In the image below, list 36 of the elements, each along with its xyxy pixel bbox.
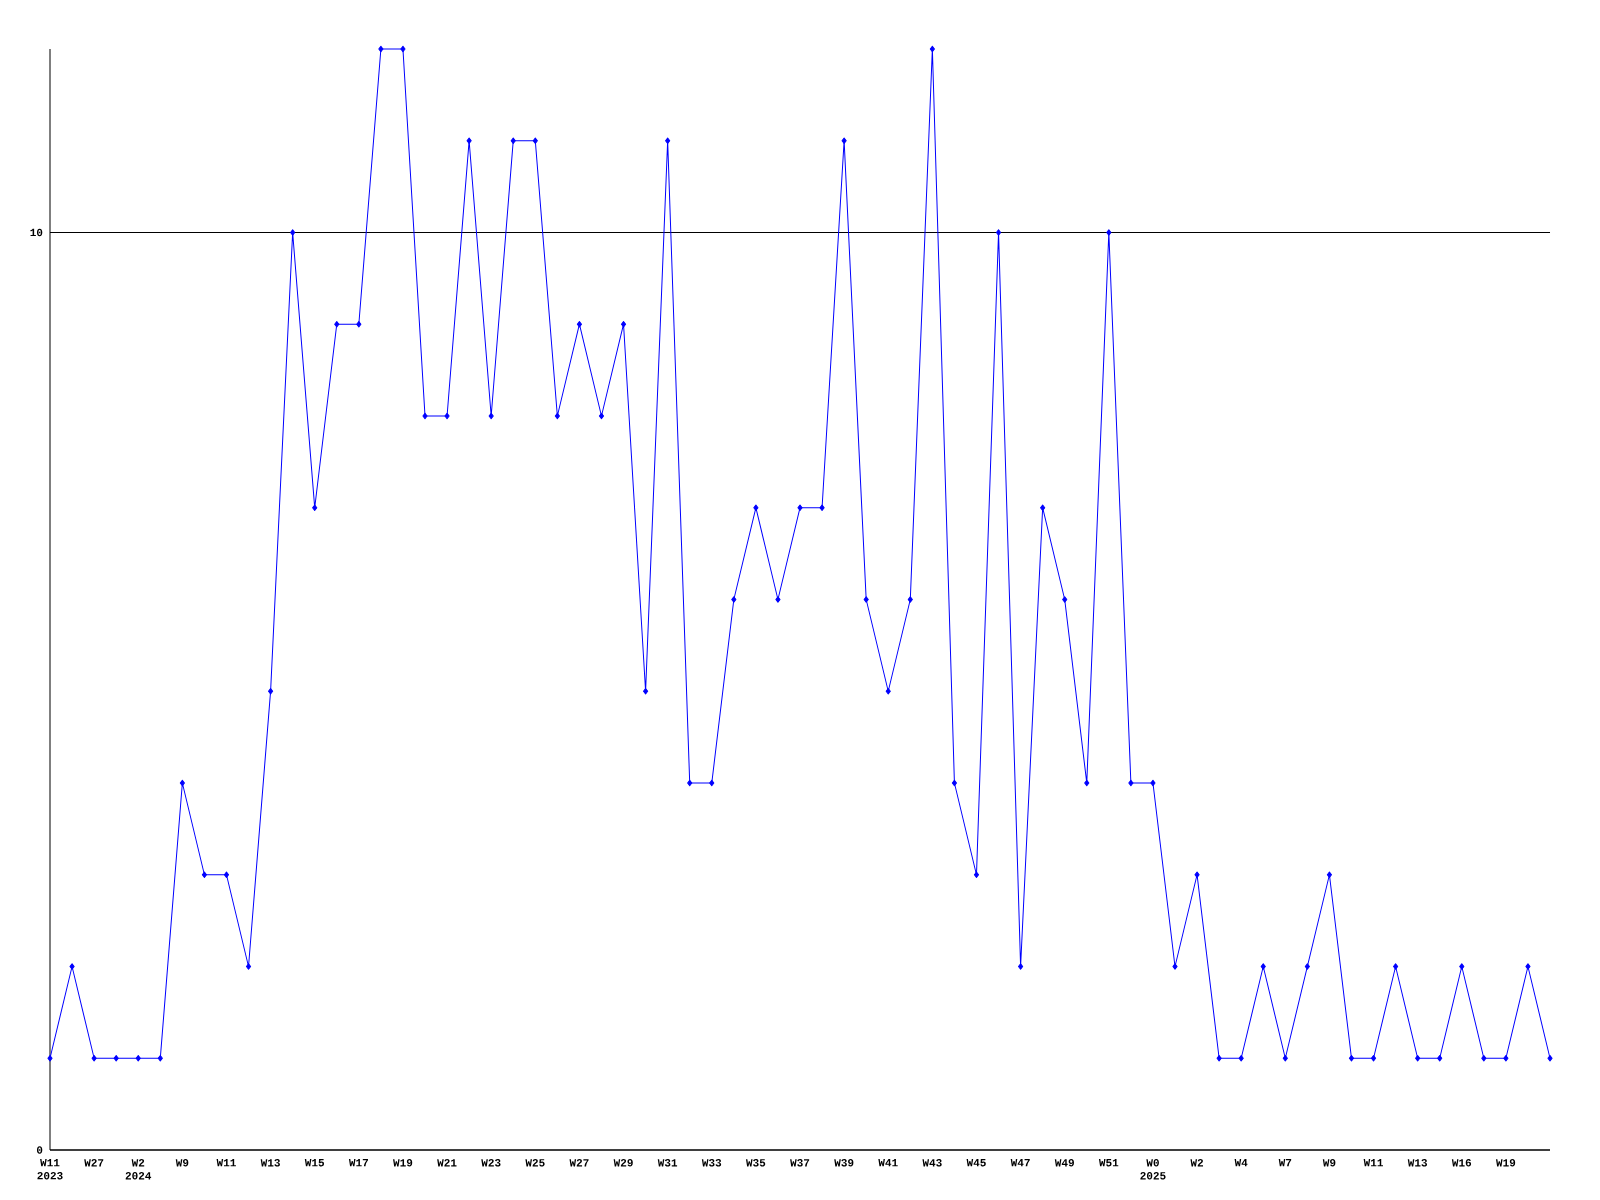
x-tick-label: W47 bbox=[1010, 1159, 1030, 1167]
x-tick-label: W23 bbox=[481, 1159, 501, 1167]
x-tick-label: W17 bbox=[348, 1159, 368, 1167]
x-tick-label: W0 2025 bbox=[1140, 1159, 1166, 1180]
x-tick-label: W13 bbox=[260, 1159, 280, 1167]
x-tick-label: W39 bbox=[834, 1159, 854, 1167]
x-tick-label: W11 bbox=[216, 1159, 236, 1167]
x-tick-label: W37 bbox=[790, 1159, 810, 1167]
x-tick-label: W2 bbox=[1190, 1159, 1204, 1167]
x-tick-label: W51 bbox=[1098, 1159, 1119, 1167]
y-tick-label: 0 bbox=[36, 1146, 43, 1154]
x-tick-label: W9 bbox=[1322, 1159, 1336, 1167]
x-tick-label: W35 bbox=[745, 1159, 766, 1167]
x-tick-label: W25 bbox=[525, 1159, 545, 1167]
x-tick-label: W27 bbox=[84, 1159, 104, 1167]
x-tick-label: W43 bbox=[922, 1159, 942, 1167]
x-tick-label: W9 bbox=[175, 1159, 189, 1167]
x-tick-label: W19 bbox=[1495, 1159, 1516, 1167]
x-tick-label: W27 bbox=[569, 1159, 589, 1167]
x-tick-label: W11 2023 bbox=[37, 1159, 63, 1180]
x-tick-label: W41 bbox=[878, 1159, 898, 1167]
x-tick-label: W33 bbox=[701, 1159, 722, 1167]
x-tick-label: W21 bbox=[437, 1159, 457, 1167]
x-tick-label: W11 bbox=[1363, 1159, 1383, 1167]
x-tick-label: W45 bbox=[966, 1159, 986, 1167]
x-tick-label: W7 bbox=[1278, 1159, 1292, 1167]
x-tick-label: W49 bbox=[1054, 1159, 1074, 1167]
x-tick-label: W2 2024 bbox=[125, 1159, 152, 1180]
x-tick-label: W16 bbox=[1451, 1159, 1472, 1167]
x-tick-label: W19 bbox=[393, 1159, 413, 1167]
y-tick-label: 10 bbox=[30, 228, 43, 237]
x-tick-label: W31 bbox=[657, 1159, 678, 1167]
x-tick-label: W4 bbox=[1234, 1159, 1248, 1167]
x-tick-label: W13 bbox=[1407, 1159, 1428, 1167]
x-tick-label: W29 bbox=[613, 1159, 633, 1167]
x-tick-label: W15 bbox=[304, 1159, 325, 1167]
